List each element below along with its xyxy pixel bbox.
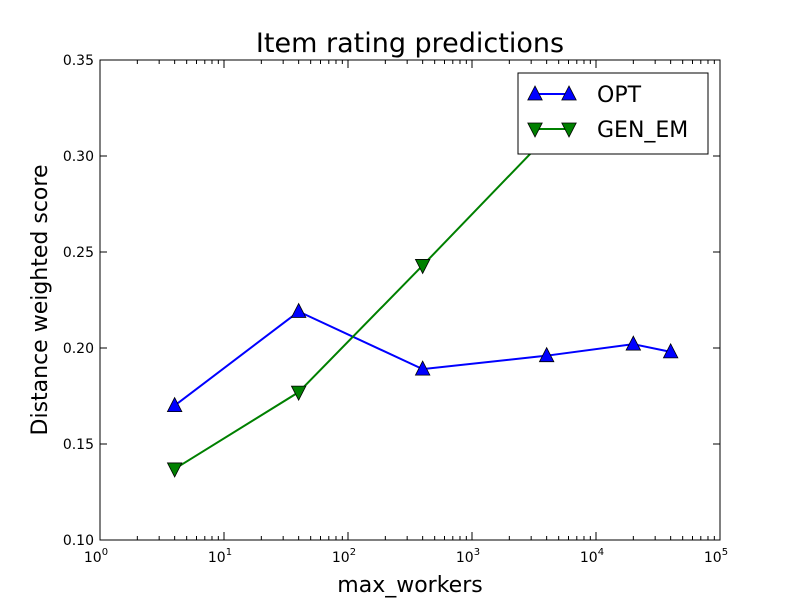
legend-label-gen_em: GEN_EM [597, 118, 688, 143]
y-tick-label: 0.35 [63, 53, 94, 69]
series-line-opt [174, 310, 671, 407]
x-tick-label: 103 [456, 547, 480, 566]
x-tick-label: 100 [84, 547, 108, 566]
x-tick-label: 101 [208, 547, 232, 566]
data-point-gen_em [414, 259, 431, 275]
legend-marker-gen_em [561, 122, 577, 138]
y-tick-label: 0.25 [63, 245, 94, 261]
legend-label-opt: OPT [597, 83, 642, 108]
y-tick-label: 0.20 [63, 341, 94, 357]
y-tick-label: 0.10 [63, 533, 94, 549]
x-axis-label: max_workers [337, 573, 482, 598]
data-point-gen_em [166, 462, 183, 478]
data-point-gen_em [290, 385, 307, 402]
data-point-opt [290, 302, 307, 318]
data-point-opt [538, 346, 555, 363]
legend-box [517, 72, 709, 155]
x-tick-label: 105 [704, 547, 728, 566]
y-tick-label: 0.30 [63, 149, 94, 165]
chart-title: Item rating predictions [256, 28, 564, 59]
legend-marker-opt [561, 85, 577, 101]
legend-marker-gen_em [527, 122, 543, 138]
data-point-opt [662, 342, 679, 359]
x-tick-label: 102 [332, 547, 356, 566]
plot-frame [99, 59, 721, 541]
series-line-gen_em [174, 136, 548, 470]
legend: OPT GEN_EM [517, 72, 709, 155]
y-tick-label: 0.15 [63, 437, 94, 453]
ticks-layer: 0.10 0.15 0.20 0.25 0.30 0.35 100 101 102 103 104 1… [63, 53, 728, 566]
series-layer [166, 130, 679, 478]
x-tick-label: 104 [580, 547, 604, 566]
data-point-opt [414, 360, 431, 376]
y-axis-label: Distance weighted score [28, 165, 53, 436]
legend-marker-opt [527, 85, 543, 101]
data-point-opt [625, 335, 642, 351]
data-point-opt [166, 396, 183, 413]
